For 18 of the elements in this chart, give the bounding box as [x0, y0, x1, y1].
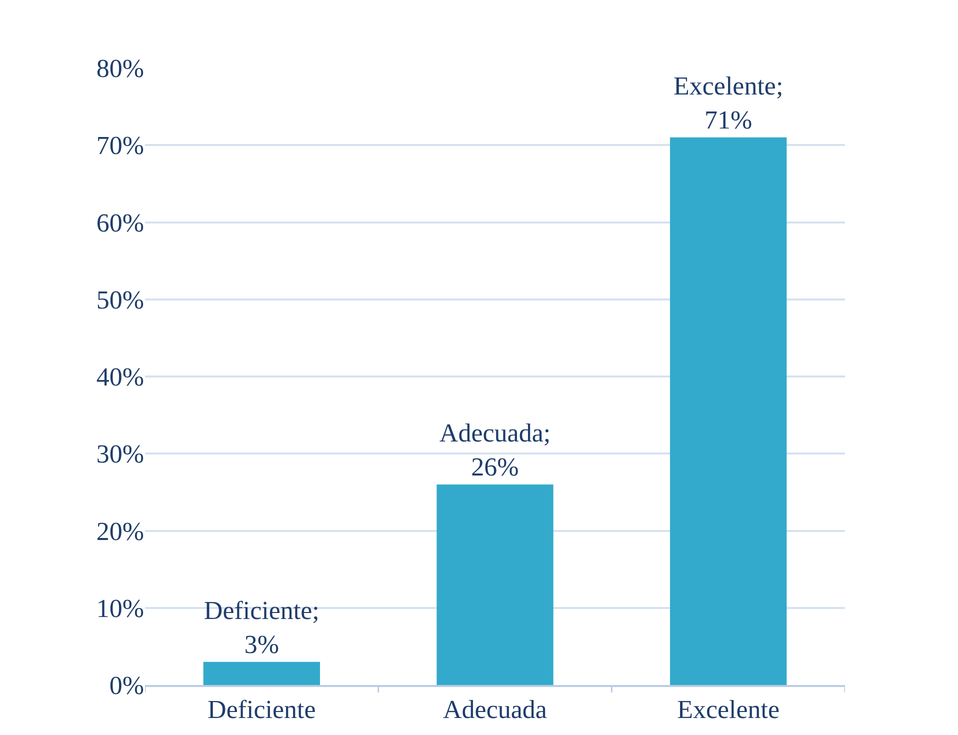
y-tick-label: 40%: [96, 362, 144, 392]
x-tick-label: Excelente: [677, 694, 780, 724]
data-label: Adecuada; 26%: [439, 418, 551, 482]
y-tick-label: 20%: [96, 516, 144, 546]
y-tick-label: 80%: [96, 54, 144, 84]
y-tick-label: 30%: [96, 440, 144, 469]
y-tick-label: 50%: [96, 285, 144, 314]
data-label: Excelente; 71%: [673, 72, 784, 134]
x-tick-label: Adecuada: [443, 694, 548, 724]
bar: [436, 484, 554, 685]
y-tick-label: 60%: [96, 208, 144, 238]
y-tick-label: 70%: [96, 131, 144, 160]
data-label: Deficiente; 3%: [204, 596, 320, 659]
bar: [203, 662, 320, 685]
bar: [670, 137, 787, 685]
y-tick-label: 0%: [109, 671, 144, 700]
x-tick-label: Deficiente: [208, 694, 316, 724]
y-tick-label: 10%: [96, 594, 144, 623]
